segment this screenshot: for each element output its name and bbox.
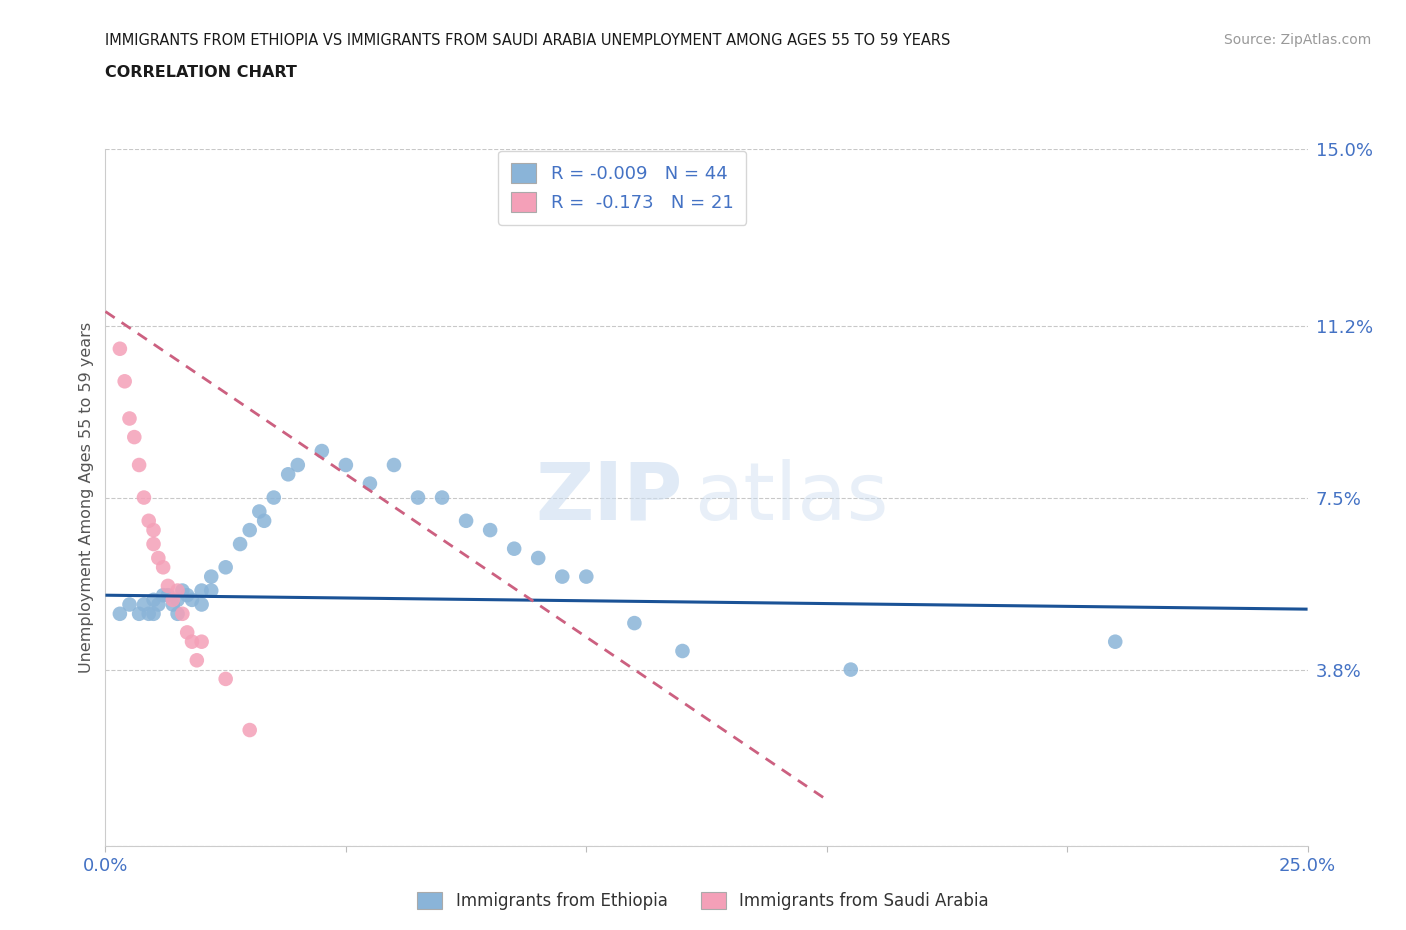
Point: [166, 606, 188, 621]
Point: [335, 458, 357, 472]
Point: [239, 723, 262, 737]
Point: [148, 597, 170, 612]
Point: [190, 597, 212, 612]
Point: [247, 504, 270, 519]
Point: [671, 644, 693, 658]
Point: [214, 671, 236, 686]
Point: [239, 523, 262, 538]
Point: [277, 467, 299, 482]
Point: [162, 592, 184, 607]
Point: [142, 592, 165, 607]
Point: [124, 430, 146, 445]
Point: [200, 583, 222, 598]
Point: [108, 606, 131, 621]
Point: [527, 551, 550, 565]
Point: [190, 583, 212, 598]
Text: atlas: atlas: [695, 458, 889, 537]
Point: [108, 341, 131, 356]
Legend: R = -0.009   N = 44, R =  -0.173   N = 21: R = -0.009 N = 44, R = -0.173 N = 21: [499, 151, 747, 225]
Point: [152, 560, 174, 575]
Point: [253, 513, 276, 528]
Point: [214, 560, 236, 575]
Text: CORRELATION CHART: CORRELATION CHART: [105, 65, 297, 80]
Point: [575, 569, 598, 584]
Point: [503, 541, 526, 556]
Point: [156, 578, 179, 593]
Point: [200, 569, 222, 584]
Point: [142, 606, 165, 621]
Text: ZIP: ZIP: [536, 458, 682, 537]
Point: [132, 597, 155, 612]
Point: [839, 662, 862, 677]
Text: IMMIGRANTS FROM ETHIOPIA VS IMMIGRANTS FROM SAUDI ARABIA UNEMPLOYMENT AMONG AGES: IMMIGRANTS FROM ETHIOPIA VS IMMIGRANTS F…: [105, 33, 950, 47]
Point: [128, 606, 150, 621]
Point: [128, 458, 150, 472]
Point: [551, 569, 574, 584]
Point: [229, 537, 252, 551]
Point: [172, 606, 194, 621]
Y-axis label: Unemployment Among Ages 55 to 59 years: Unemployment Among Ages 55 to 59 years: [79, 322, 94, 673]
Point: [166, 592, 188, 607]
Point: [118, 411, 141, 426]
Point: [162, 597, 184, 612]
Point: [172, 583, 194, 598]
Point: [142, 523, 165, 538]
Point: [311, 444, 333, 458]
Point: [263, 490, 285, 505]
Point: [138, 606, 160, 621]
Point: [359, 476, 381, 491]
Point: [166, 583, 188, 598]
Point: [430, 490, 453, 505]
Point: [118, 597, 141, 612]
Point: [382, 458, 405, 472]
Point: [142, 537, 165, 551]
Legend: Immigrants from Ethiopia, Immigrants from Saudi Arabia: Immigrants from Ethiopia, Immigrants fro…: [411, 885, 995, 917]
Point: [176, 588, 198, 603]
Point: [454, 513, 477, 528]
Point: [623, 616, 645, 631]
Point: [138, 513, 160, 528]
Point: [1104, 634, 1126, 649]
Point: [114, 374, 136, 389]
Point: [181, 592, 204, 607]
Point: [148, 551, 170, 565]
Point: [156, 588, 179, 603]
Point: [176, 625, 198, 640]
Point: [181, 634, 204, 649]
Point: [132, 490, 155, 505]
Point: [190, 634, 212, 649]
Point: [406, 490, 429, 505]
Point: [287, 458, 309, 472]
Text: Source: ZipAtlas.com: Source: ZipAtlas.com: [1223, 33, 1371, 46]
Point: [152, 588, 174, 603]
Point: [186, 653, 208, 668]
Point: [479, 523, 502, 538]
